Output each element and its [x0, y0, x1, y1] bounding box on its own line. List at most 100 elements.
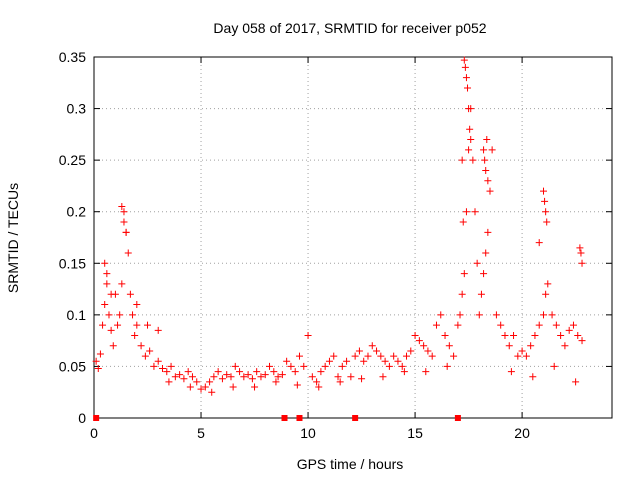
data-point [208, 388, 216, 396]
data-point [167, 362, 175, 370]
data-point [94, 364, 102, 372]
data-point [385, 362, 393, 370]
data-point [492, 311, 500, 319]
data-point [576, 244, 584, 252]
data-point [459, 218, 467, 226]
data-point [420, 342, 428, 350]
data-point [257, 373, 265, 381]
zero-marker [296, 415, 303, 421]
data-point [201, 383, 209, 391]
grid-lines [94, 57, 612, 418]
data-point [197, 385, 205, 393]
data-point [218, 375, 226, 383]
data-point [473, 259, 481, 267]
data-point [548, 311, 556, 319]
data-point [482, 166, 490, 174]
data-point [295, 352, 303, 360]
data-point [133, 301, 141, 309]
data-point [458, 156, 466, 164]
data-point [116, 311, 124, 319]
data-point [150, 362, 158, 370]
data-point [577, 249, 585, 257]
data-point [103, 280, 111, 288]
data-point [315, 383, 323, 391]
data-point [133, 321, 141, 329]
data-point [454, 321, 462, 329]
x-tick-label: 0 [90, 425, 98, 441]
data-point [270, 368, 278, 376]
data-point [398, 362, 406, 370]
data-point [325, 357, 333, 365]
data-point [304, 331, 312, 339]
data-point [466, 125, 474, 133]
data-point [561, 342, 569, 350]
data-point [462, 208, 470, 216]
data-point [411, 331, 419, 339]
data-point [518, 347, 526, 355]
data-point [484, 228, 492, 236]
data-point [188, 373, 196, 381]
data-point [394, 357, 402, 365]
data-point [96, 350, 104, 358]
data-point [460, 270, 468, 278]
data-point [131, 331, 139, 339]
data-point [540, 187, 548, 195]
data-point [486, 187, 494, 195]
data-point [355, 347, 363, 355]
y-tick-label: 0.1 [67, 307, 87, 323]
data-point [483, 136, 491, 144]
data-point [484, 177, 492, 185]
data-point [321, 362, 329, 370]
data-point [274, 373, 282, 381]
data-point [308, 373, 316, 381]
data-point [229, 383, 237, 391]
data-point [477, 290, 485, 298]
data-point [165, 378, 173, 386]
data-point [540, 311, 548, 319]
data-point [118, 203, 126, 211]
data-point [529, 373, 537, 381]
axis-ticks [93, 56, 612, 419]
data-point [507, 368, 515, 376]
data-point [351, 352, 359, 360]
data-point [461, 63, 469, 71]
data-point [272, 378, 280, 386]
data-point [445, 342, 453, 350]
data-point [248, 375, 256, 383]
y-tick-label: 0.3 [67, 101, 87, 117]
data-point [475, 311, 483, 319]
y-tick-label: 0.35 [59, 49, 86, 65]
data-point [141, 352, 149, 360]
x-tick-label: 5 [197, 425, 205, 441]
y-tick-label: 0.25 [59, 152, 86, 168]
data-point [101, 301, 109, 309]
data-point [432, 321, 440, 329]
data-point [223, 371, 231, 379]
data-point [443, 362, 451, 370]
data-point [428, 352, 436, 360]
data-point [569, 321, 577, 329]
data-point [531, 331, 539, 339]
data-points [92, 56, 586, 421]
data-point [557, 331, 565, 339]
data-point [124, 249, 132, 257]
data-point [101, 259, 109, 267]
data-point [99, 321, 107, 329]
data-point [118, 280, 126, 288]
data-point [107, 290, 115, 298]
data-point [572, 378, 580, 386]
data-point [358, 375, 366, 383]
data-point [120, 208, 128, 216]
data-point [458, 290, 466, 298]
x-tick-label: 20 [514, 425, 530, 441]
chart-title: Day 058 of 2017, SRMTID for receiver p05… [213, 20, 486, 36]
data-point [407, 347, 415, 355]
data-point [336, 378, 344, 386]
data-point [236, 368, 244, 376]
data-point [227, 373, 235, 381]
data-point [578, 337, 586, 345]
data-point [441, 331, 449, 339]
data-point [137, 342, 145, 350]
data-point [541, 197, 549, 205]
